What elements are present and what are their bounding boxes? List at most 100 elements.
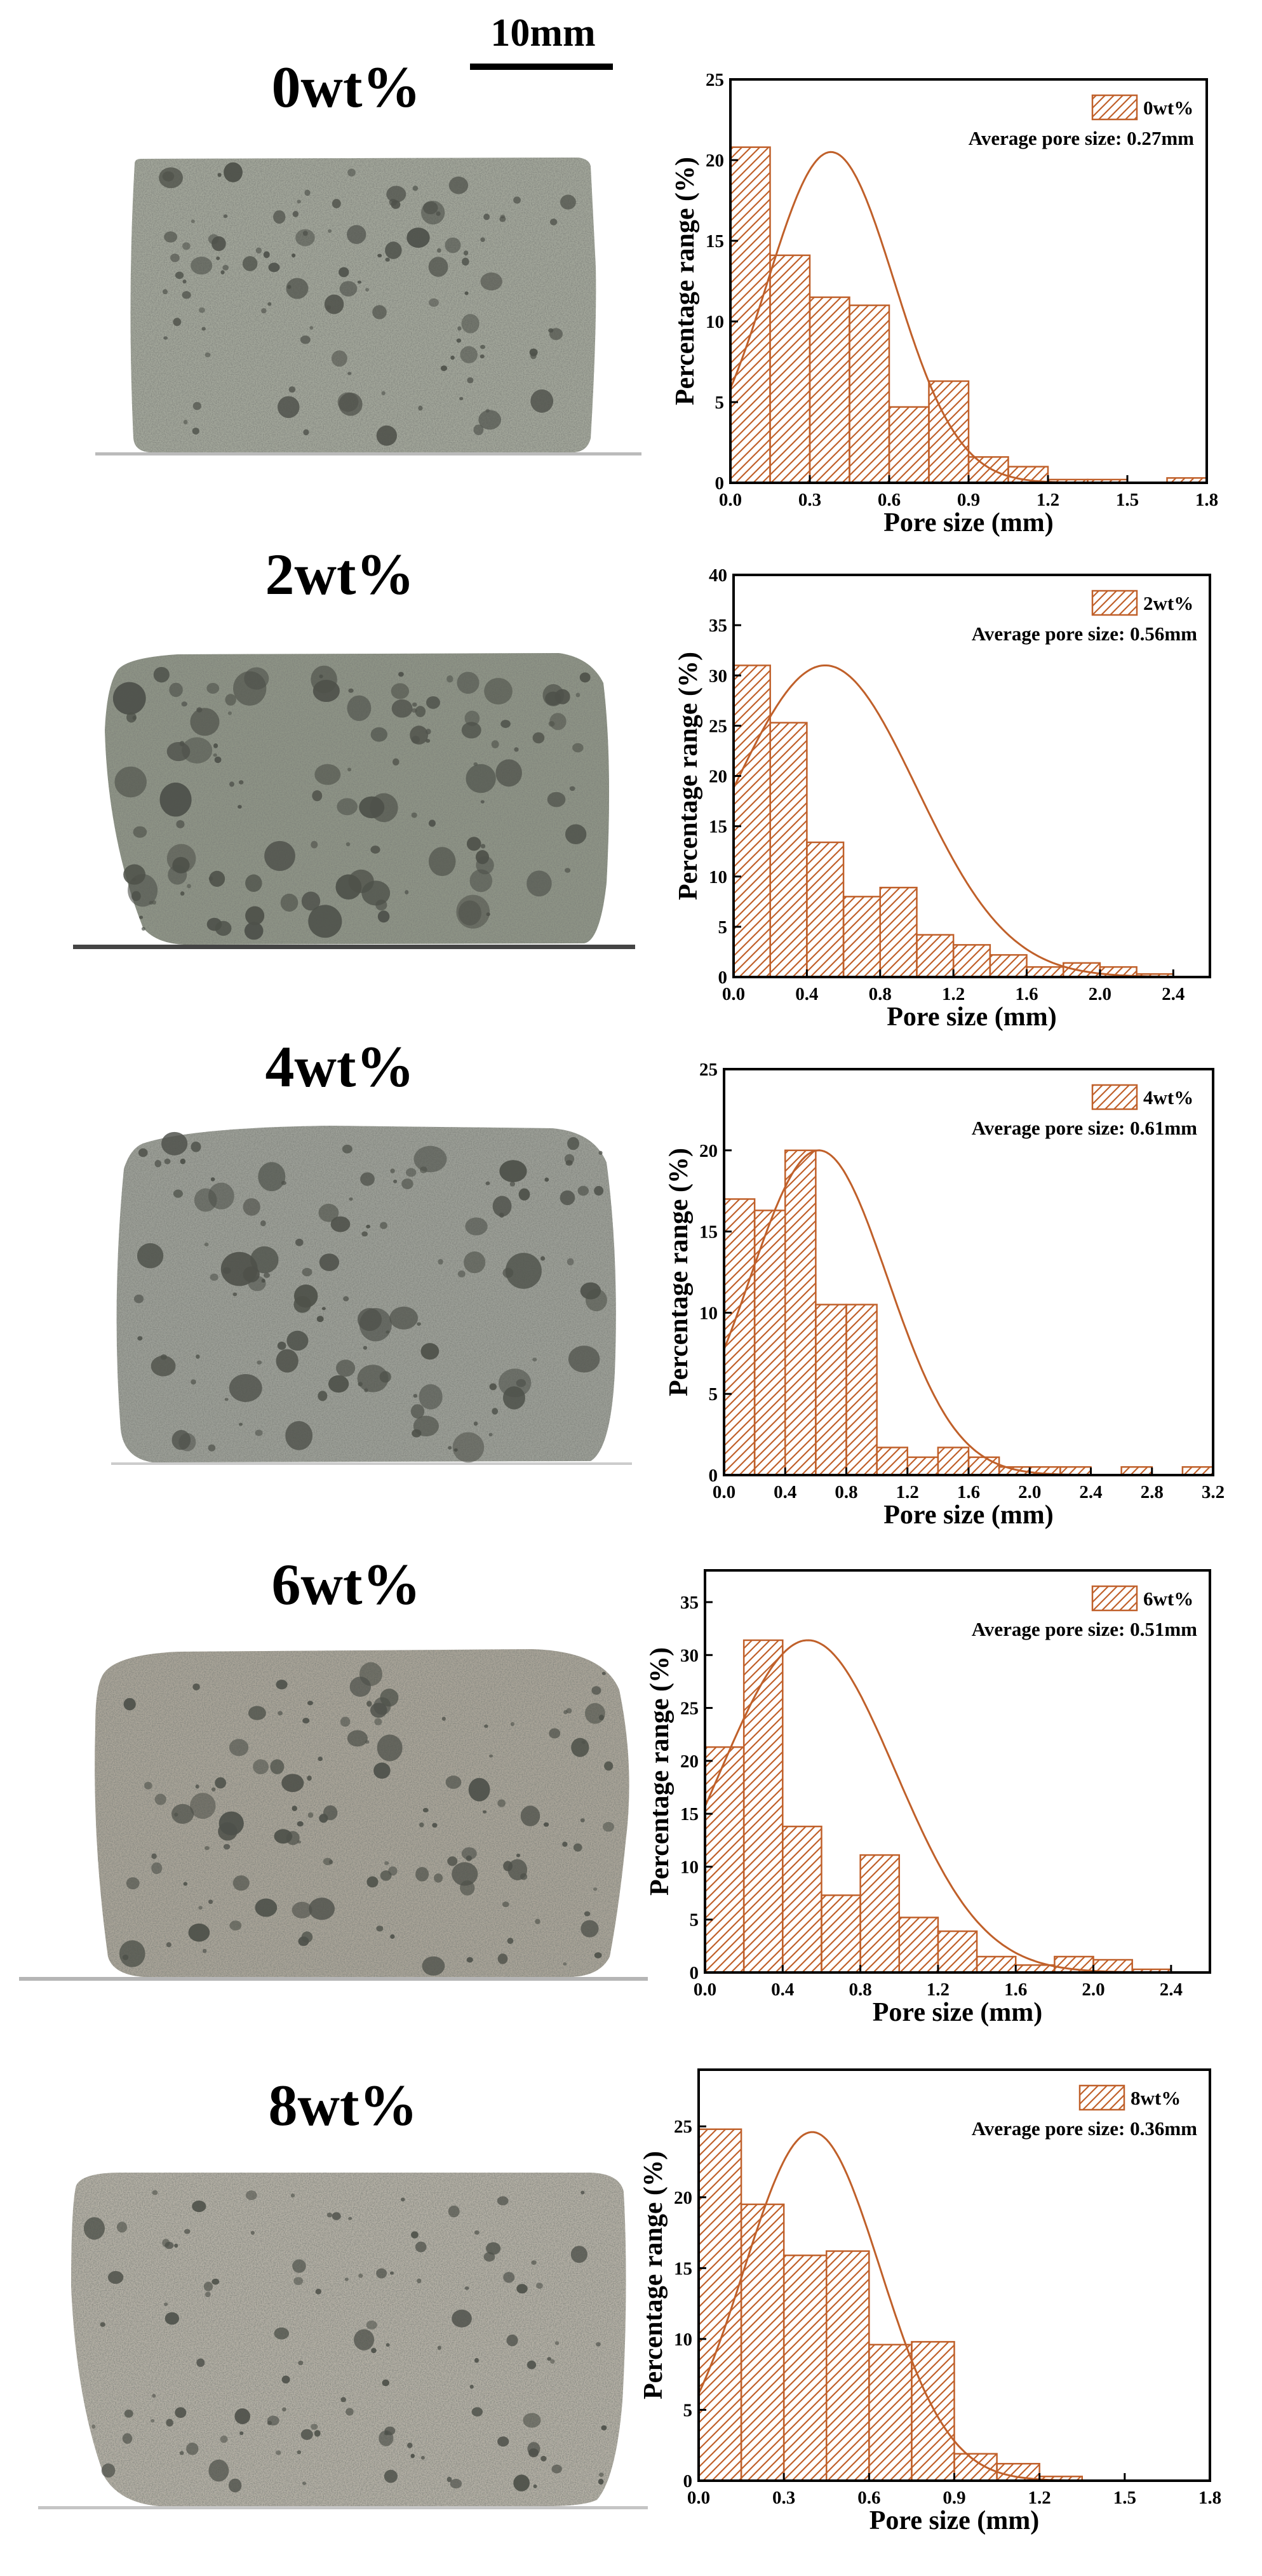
pore [319,1814,328,1823]
pore [407,2443,413,2448]
pore [171,1804,194,1824]
pore [499,216,506,222]
x-axis-title: Pore size (mm) [873,1998,1042,2027]
legend-label: 2wt% [1143,592,1193,614]
pore [354,2329,375,2350]
pore [540,2455,547,2462]
pore [419,1384,443,1410]
pore [457,326,462,331]
pore [457,1270,466,1278]
pore [144,1781,152,1790]
pore [107,2270,124,2284]
pore [255,247,262,254]
pore [224,162,243,182]
pore [495,759,522,787]
x-tick-label: 1.6 [1015,984,1038,1004]
pore [192,401,201,410]
histogram-bar [937,1446,970,1476]
pore [410,725,429,745]
pore [229,1920,242,1931]
y-tick-label: 0 [709,1466,718,1486]
legend-swatch [1078,2084,1125,2111]
pore [198,1906,203,1910]
pore [205,2291,211,2298]
pore [301,1931,313,1943]
y-tick-label: 25 [680,1699,699,1719]
pore [255,1429,263,1436]
pore [514,747,519,752]
pore [196,2358,205,2367]
pore [203,2281,213,2291]
pore [214,756,222,764]
pore [319,1253,340,1271]
pore [453,1448,458,1452]
pore [208,234,219,245]
pore [286,278,309,299]
pore [565,868,571,873]
pore [579,672,591,683]
pore [274,2327,290,2340]
histogram-chart-8wt: 0.0 0.3 0.6 0.9 1.2 1.5 1.8 0 5 10 15 20 25 Pore size… [639,2068,1221,2535]
pore [348,688,354,693]
pore [175,271,184,280]
sample-photo-4wt: 4wt% [111,1034,632,1465]
histogram-bar [842,896,882,978]
pore [460,1880,475,1896]
x-tick-label: 1.6 [1004,1979,1027,2000]
pore [375,900,387,911]
pore [366,1876,379,1888]
y-tick-label: 35 [680,1593,699,1613]
pore [380,1222,387,1229]
sample-label: 4wt% [265,1034,414,1099]
legend-label: 4wt% [1143,1086,1193,1109]
pore [437,2345,441,2350]
pore [370,1703,387,1718]
pore [119,1940,145,1967]
pore [190,708,220,736]
pore [363,1345,368,1350]
pore [292,253,296,258]
pore [401,1178,413,1189]
x-tick-label: 2.0 [1018,1482,1041,1502]
pore [565,824,587,844]
pore [281,1180,286,1185]
pore [227,711,232,715]
pore [191,257,213,275]
pore [182,737,213,764]
pore [168,865,187,885]
pore [215,1777,227,1789]
y-tick-label: 15 [674,2258,692,2279]
pore [276,1680,288,1690]
y-tick-label: 5 [715,393,725,413]
pore [474,2357,480,2363]
scale-bar: 10mm [470,11,613,70]
sample-label: 0wt% [271,55,420,119]
pore [213,743,218,748]
pore [116,2222,128,2233]
pore [437,248,441,253]
histogram-bar [859,1854,901,1974]
x-tick-label: 1.2 [896,1482,919,1502]
pore [528,2448,539,2458]
pore [244,922,264,940]
y-tick-label: 5 [709,1384,718,1405]
pore [342,1144,352,1154]
pore [309,326,314,330]
pore [474,2230,480,2235]
histogram-bar [704,1746,745,1974]
histogram-bar [967,456,1009,484]
pore [114,766,147,798]
pore [497,2196,509,2206]
pore [358,2273,363,2278]
pore [461,314,480,334]
pore [173,318,182,327]
pore [417,2278,422,2284]
pore [347,1730,368,1747]
pore [520,1805,540,1826]
x-tick-label: 1.2 [1037,490,1059,510]
pore [208,876,213,881]
pore [598,1150,603,1155]
pore [563,1962,567,1966]
pore [218,1811,244,1836]
pore [452,1862,478,1886]
